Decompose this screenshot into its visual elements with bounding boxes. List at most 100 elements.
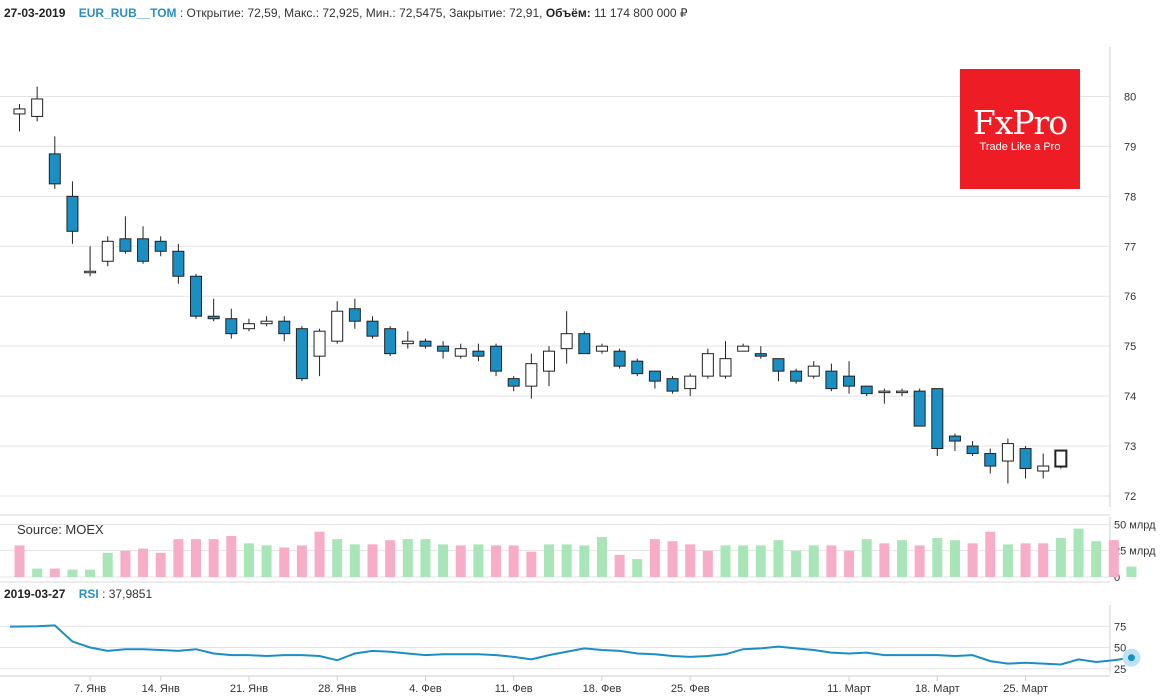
- volume-bar: [67, 569, 78, 577]
- volume-bar: [791, 550, 802, 577]
- volume-bar: [720, 545, 731, 577]
- rsi-header: 2019-03-27 RSI : 37,9851: [4, 587, 152, 601]
- volume-bar: [491, 545, 502, 577]
- chart-header: 27-03-2019 EUR_RUB__TOM : Открытие: 72,5…: [4, 6, 688, 20]
- candle-body: [931, 388, 944, 450]
- rsi-value: : 37,9851: [102, 587, 153, 601]
- volume-bar: [314, 531, 325, 577]
- header-date: 27-03-2019: [4, 6, 66, 20]
- fxpro-logo[interactable]: FxPro Trade Like a Pro: [960, 69, 1080, 189]
- volume-bar: [1108, 540, 1119, 577]
- candle-body: [137, 238, 150, 262]
- volume-bar: [738, 545, 749, 577]
- candle-body: [807, 365, 820, 377]
- candle-body: [119, 238, 132, 252]
- candle-body: [684, 375, 697, 390]
- volume-bar: [579, 545, 590, 577]
- header-volume-value: 11 174 800 000 ₽: [594, 6, 688, 20]
- volume-bar: [455, 545, 466, 577]
- rsi-axis: 25 50 75: [1114, 621, 1126, 676]
- date-tick-label: 4. Фев: [409, 683, 442, 695]
- candle-body: [454, 348, 467, 357]
- volume-bar: [438, 544, 449, 577]
- rsi-grid: [0, 605, 1111, 673]
- candle-body: [666, 378, 679, 392]
- price-axis: 72 73 74 75 76 77 78 79 80: [1124, 91, 1136, 503]
- price-tick-label: 80: [1124, 91, 1136, 103]
- candle-body: [860, 385, 873, 395]
- price-tick-label: 74: [1124, 391, 1136, 403]
- volume-bar: [120, 550, 131, 577]
- volume-tick-label: 0: [1114, 572, 1120, 584]
- volume-bar: [649, 539, 660, 577]
- candle-body: [1019, 448, 1032, 470]
- candle-body: [348, 308, 361, 322]
- volume-bar: [967, 543, 978, 577]
- volume-bar: [173, 539, 184, 577]
- candle-body: [242, 323, 255, 330]
- volume-bar: [191, 539, 201, 577]
- volume-bar: [508, 545, 519, 577]
- volume-bar: [226, 535, 237, 577]
- price-tick-label: 77: [1124, 241, 1136, 253]
- source-label: Source: MOEX: [17, 522, 104, 537]
- candlestick-series: [13, 86, 1068, 484]
- volume-bar: [402, 539, 413, 577]
- price-tick-label: 78: [1124, 191, 1136, 203]
- rsi-series: [9, 624, 1141, 667]
- candle-body: [278, 320, 291, 335]
- volume-tick-label: 25 млрд: [1114, 546, 1156, 558]
- volume-bar: [296, 545, 307, 577]
- price-grid: [0, 47, 1111, 516]
- header-volume-label: Объём:: [545, 6, 591, 20]
- candle-body: [101, 240, 114, 262]
- candle-body: [13, 108, 26, 115]
- volume-bar: [49, 568, 60, 577]
- candle-body: [401, 340, 414, 345]
- candle-body: [84, 270, 97, 274]
- volume-bar: [367, 544, 378, 577]
- volume-bar: [949, 540, 960, 577]
- candle-body: [719, 358, 732, 377]
- candle-body: [313, 330, 326, 357]
- header-symbol[interactable]: EUR_RUB__TOM: [78, 6, 177, 20]
- candle-body: [896, 390, 908, 394]
- candle-body: [966, 445, 979, 455]
- candle-body: [31, 98, 44, 117]
- volume-bar: [614, 554, 625, 577]
- candle-body: [631, 360, 644, 375]
- volume-bar: [808, 545, 819, 577]
- date-tick-label: 7. Янв: [74, 683, 106, 695]
- candle-body: [507, 378, 520, 387]
- candle-body: [1054, 449, 1068, 468]
- candle-body: [737, 345, 750, 352]
- volume-bar: [155, 552, 166, 577]
- price-tick-label: 76: [1124, 291, 1136, 303]
- candle-body: [772, 358, 785, 372]
- volume-bar: [1073, 528, 1084, 577]
- candle-body: [472, 350, 485, 357]
- rsi-last-point: [1127, 654, 1135, 662]
- date-tick-label: 28. Янв: [318, 683, 356, 695]
- volume-bar: [685, 544, 696, 577]
- logo-tagline: Trade Like a Pro: [979, 141, 1061, 153]
- candle-body: [754, 353, 767, 357]
- candle-body: [595, 345, 608, 352]
- date-axis: 7. Янв 14. Янв 21. Янв 28. Янв 4. Фев 11. Фев…: [0, 675, 1110, 695]
- date-tick-label: 25. Март: [1003, 683, 1048, 695]
- rsi-tick-label: 75: [1114, 621, 1126, 633]
- candle-body: [948, 435, 961, 442]
- candle-body: [525, 363, 538, 387]
- rsi-line-path: [9, 624, 1132, 666]
- candle-body: [66, 195, 79, 232]
- volume-bar: [596, 537, 607, 577]
- volume-bar: [138, 548, 149, 577]
- volume-bar: [826, 545, 837, 577]
- date-tick-label: 14. Янв: [142, 683, 180, 695]
- volume-bar: [243, 543, 254, 577]
- rsi-name[interactable]: RSI: [78, 587, 99, 601]
- candle-body: [701, 353, 714, 377]
- volume-bar: [702, 550, 713, 577]
- candle-body: [790, 370, 803, 382]
